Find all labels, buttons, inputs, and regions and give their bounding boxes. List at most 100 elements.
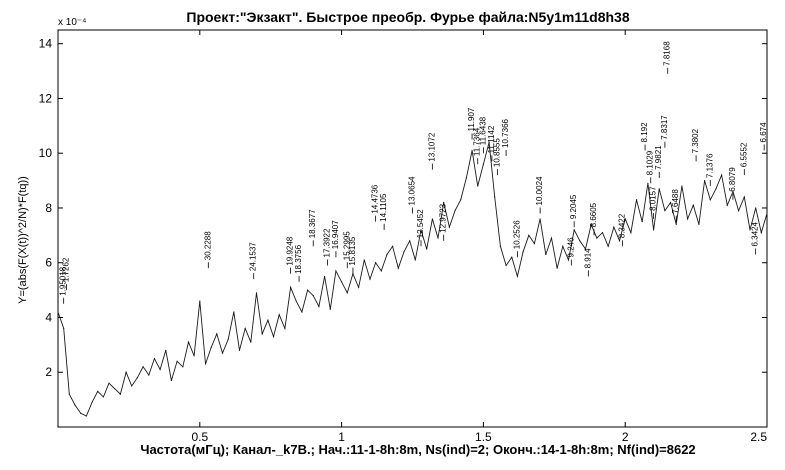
data-point	[488, 141, 490, 143]
data-point	[165, 349, 167, 351]
data-point	[738, 210, 740, 212]
data-point	[511, 256, 513, 258]
data-point	[624, 218, 626, 220]
data-point	[465, 177, 467, 179]
data-point	[153, 357, 156, 360]
y-tick-label: 14	[39, 37, 53, 51]
data-point	[590, 223, 592, 225]
data-point	[312, 294, 314, 297]
peak-label: 13.0654	[408, 176, 417, 205]
data-point	[562, 245, 564, 247]
peak-label: 1.95018	[59, 266, 68, 295]
data-point	[142, 366, 144, 368]
data-point	[306, 289, 309, 291]
data-point	[210, 347, 212, 349]
data-point	[460, 199, 462, 201]
spectrum-series	[57, 141, 768, 417]
x-tick-label: 2.5	[750, 430, 767, 444]
data-point	[477, 185, 479, 187]
data-point	[295, 300, 297, 302]
peak-label: 12.9723	[439, 203, 448, 232]
peak-label: 15.8135	[348, 236, 357, 265]
data-point	[182, 366, 184, 368]
data-point	[414, 259, 416, 261]
data-point	[755, 207, 757, 209]
peak-label: 10.0024	[535, 176, 544, 205]
x-tick-label: 1.5	[475, 430, 492, 444]
data-point	[85, 415, 87, 417]
data-point	[136, 377, 139, 379]
data-point	[766, 212, 768, 215]
data-point	[386, 253, 388, 256]
y-axis-label: Y=(abs(F(X(t))^2/N)*F(tq))	[17, 176, 29, 304]
data-point	[221, 352, 224, 354]
data-point	[448, 226, 450, 228]
data-point	[641, 221, 643, 223]
data-point	[533, 242, 536, 245]
y-axis: 2 4 6 8 10 12 14	[39, 37, 767, 379]
data-point	[539, 218, 541, 220]
data-point	[556, 267, 558, 269]
data-point	[216, 333, 218, 335]
data-point	[692, 204, 694, 206]
data-point	[375, 262, 377, 264]
data-point	[698, 223, 700, 225]
data-point	[403, 251, 405, 253]
plot-area	[57, 29, 768, 428]
data-point	[392, 245, 394, 247]
data-point	[238, 349, 241, 351]
data-point	[170, 379, 173, 382]
data-point	[363, 259, 365, 261]
data-point	[658, 188, 660, 190]
peak-label: 11.6438	[478, 116, 487, 145]
peak-label: 19.9248	[286, 236, 295, 265]
data-point	[618, 240, 621, 242]
data-point	[494, 196, 496, 198]
peak-label: 14.4736	[371, 184, 380, 213]
data-point	[499, 245, 502, 247]
data-point	[318, 305, 320, 308]
data-point	[528, 234, 530, 236]
data-point	[227, 338, 229, 340]
data-point	[675, 223, 677, 225]
data-point	[57, 311, 59, 313]
peak-label: 8.1029	[646, 150, 655, 175]
data-point	[176, 360, 178, 362]
data-point	[749, 229, 751, 231]
data-point	[346, 292, 348, 294]
data-point	[108, 382, 110, 384]
peak-label: 7.8317	[660, 115, 669, 140]
data-point	[704, 179, 706, 182]
data-point	[522, 251, 524, 253]
y-tick-label: 12	[39, 91, 53, 105]
data-point	[91, 401, 93, 403]
data-point	[721, 174, 723, 176]
peak-label: 30.2288	[203, 231, 212, 260]
data-point	[131, 385, 133, 387]
data-point	[573, 229, 575, 231]
data-point	[397, 267, 399, 269]
data-point	[630, 232, 632, 234]
data-point	[329, 308, 331, 310]
data-point	[358, 286, 360, 288]
data-point	[431, 218, 433, 220]
peak-label: 8.192	[640, 122, 649, 143]
data-point	[80, 412, 82, 414]
data-point	[760, 232, 762, 234]
peak-label: 14.1105	[379, 193, 388, 222]
data-point	[420, 229, 422, 231]
peak-label: 1.7262	[62, 257, 71, 282]
peak-label: 10.8555	[493, 138, 502, 167]
data-point	[199, 300, 201, 302]
peak-label: 6.5552	[739, 142, 748, 167]
data-point	[255, 292, 258, 294]
peak-label: 10.2526	[512, 220, 521, 249]
peak-label: 7.3802	[691, 128, 700, 153]
data-point	[516, 275, 519, 278]
peak-label: 17.3922	[322, 228, 331, 257]
peak-label: 8.6605	[589, 202, 598, 227]
data-point	[335, 270, 337, 272]
data-point	[647, 182, 649, 184]
data-point	[584, 248, 587, 250]
